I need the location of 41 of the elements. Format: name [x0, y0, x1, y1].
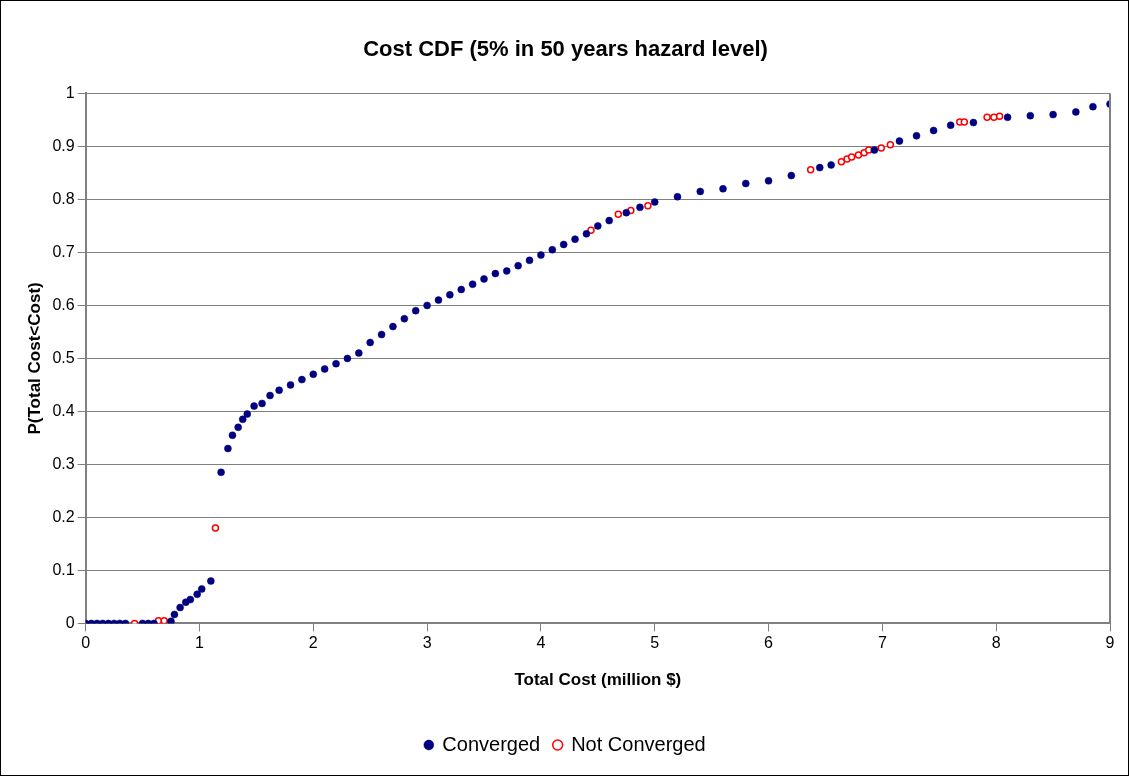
point: [960, 118, 969, 126]
point: [587, 226, 595, 234]
legend-label: Converged: [442, 732, 541, 755]
y-tick-label: 0.7: [52, 242, 75, 260]
y-tick-label: 0.9: [52, 136, 75, 154]
point: [990, 113, 998, 121]
y-tick-label: 0.3: [52, 454, 75, 472]
y-tick-label: 0.5: [52, 348, 75, 366]
point: [886, 141, 895, 149]
point: [160, 617, 168, 624]
x-tick-label: 0: [81, 634, 91, 652]
point: [854, 151, 863, 159]
point: [877, 144, 885, 152]
point: [995, 112, 1004, 120]
x-tick-label: 5: [650, 634, 660, 652]
y-tick-label: 0.6: [52, 295, 75, 313]
y-tick-label: 1: [65, 83, 75, 101]
x-tick-label: 3: [422, 634, 432, 652]
y-tick-label: 0.1: [52, 560, 75, 578]
point: [983, 113, 991, 121]
y-axis-title: P(Total Cost<Cost): [24, 282, 44, 435]
chart-title: Cost CDF (5% in 50 years hazard level): [363, 36, 768, 62]
point: [644, 202, 652, 210]
x-tick-label: 8: [991, 634, 1001, 652]
point: [806, 165, 815, 174]
x-tick-label: 1: [195, 634, 205, 652]
point: [211, 524, 220, 532]
x-tick-label: 2: [308, 634, 318, 652]
point: [614, 210, 623, 218]
point: [847, 153, 856, 161]
x-axis-title: Total Cost (million $): [514, 670, 682, 690]
y-tick-label: 0.2: [52, 507, 75, 525]
y-tick-label: 0: [65, 613, 75, 631]
x-tick-label: 7: [877, 634, 887, 652]
y-tick-label: 0.8: [52, 189, 75, 207]
legend-label: Not Converged: [571, 732, 706, 755]
x-tick-label: 4: [536, 634, 546, 652]
x-tick-label: 9: [1105, 634, 1115, 652]
x-tick-label: 6: [764, 634, 774, 652]
y-tick-label: 0.4: [52, 401, 75, 419]
point: [837, 158, 846, 166]
